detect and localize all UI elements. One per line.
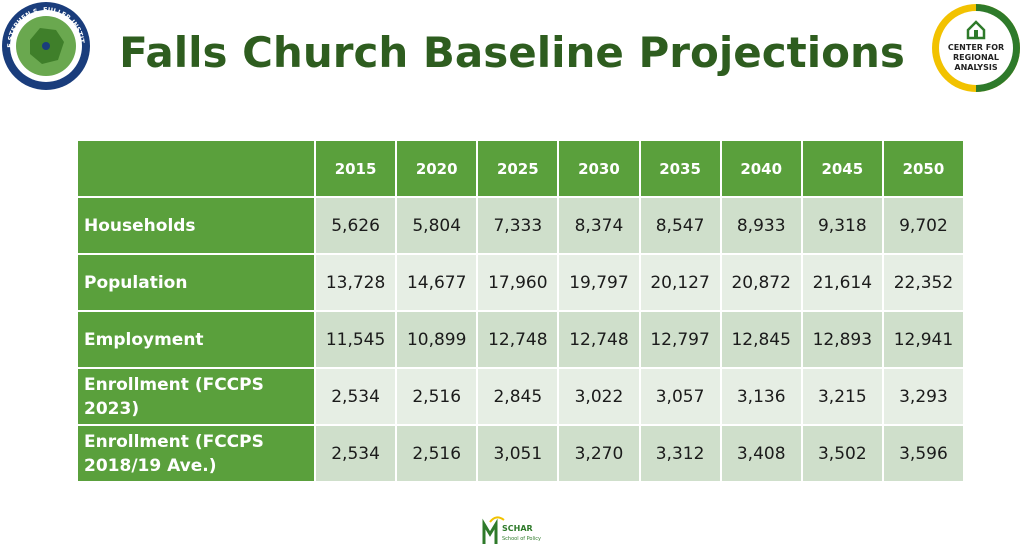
table-header-row: 2015 2020 2025 2030 2035 2040 2045 2050 <box>78 141 963 196</box>
header-cell-year: 2045 <box>802 141 882 196</box>
cra-line3: ANALYSIS <box>954 63 997 72</box>
table-cell: 11,545 <box>316 312 396 367</box>
table-cell: 3,408 <box>721 426 801 481</box>
header-cell-year: 2015 <box>316 141 396 196</box>
table-cell: 3,215 <box>802 369 882 424</box>
table-cell: 14,677 <box>397 255 477 310</box>
table-cell: 3,057 <box>640 369 720 424</box>
table-row: Enrollment (FCCPS 2018/19 Ave.) 2,534 2,… <box>78 426 963 481</box>
table-cell: 2,534 <box>316 369 396 424</box>
table-cell: 20,872 <box>721 255 801 310</box>
table-cell: 12,748 <box>478 312 558 367</box>
cra-line1: CENTER FOR <box>948 43 1004 52</box>
header-cell-year: 2020 <box>397 141 477 196</box>
table-cell: 22,352 <box>883 255 963 310</box>
table-cell: 5,626 <box>316 198 396 253</box>
page-title: Falls Church Baseline Projections <box>119 28 905 77</box>
table-cell: 9,318 <box>802 198 882 253</box>
table-cell: 8,374 <box>559 198 639 253</box>
cra-line2: REGIONAL <box>953 53 999 62</box>
header-cell-year: 2040 <box>721 141 801 196</box>
table-cell: 3,136 <box>721 369 801 424</box>
table-cell: 3,270 <box>559 426 639 481</box>
center-for-regional-analysis-logo: CENTER FOR REGIONAL ANALYSIS <box>932 4 1020 92</box>
header-cell-year: 2025 <box>478 141 558 196</box>
schar-school-logo: SCHAR School of Policy <box>482 516 541 544</box>
header-cell-year: 2030 <box>559 141 639 196</box>
row-label-households: Households <box>78 198 314 253</box>
table-cell: 10,899 <box>397 312 477 367</box>
schar-line1: SCHAR <box>502 524 533 533</box>
table-row: Employment 11,545 10,899 12,748 12,748 1… <box>78 312 963 367</box>
table-cell: 8,933 <box>721 198 801 253</box>
table-cell: 9,702 <box>883 198 963 253</box>
table-cell: 12,748 <box>559 312 639 367</box>
table-cell: 3,022 <box>559 369 639 424</box>
table-row: Population 13,728 14,677 17,960 19,797 2… <box>78 255 963 310</box>
table-cell: 19,797 <box>559 255 639 310</box>
header-cell-year: 2035 <box>640 141 720 196</box>
row-label-employment: Employment <box>78 312 314 367</box>
table-cell: 12,797 <box>640 312 720 367</box>
header-cell-empty <box>78 141 314 196</box>
table-cell: 21,614 <box>802 255 882 310</box>
table-cell: 12,845 <box>721 312 801 367</box>
schar-line2: School of Policy <box>502 536 541 542</box>
table-cell: 3,293 <box>883 369 963 424</box>
table-cell: 3,312 <box>640 426 720 481</box>
table-cell: 20,127 <box>640 255 720 310</box>
table-cell: 13,728 <box>316 255 396 310</box>
row-label-enrollment-2018-19: Enrollment (FCCPS 2018/19 Ave.) <box>78 426 314 481</box>
table-cell: 3,596 <box>883 426 963 481</box>
table-row: Households 5,626 5,804 7,333 8,374 8,547… <box>78 198 963 253</box>
table-cell: 3,502 <box>802 426 882 481</box>
header-cell-year: 2050 <box>883 141 963 196</box>
table-cell: 2,516 <box>397 369 477 424</box>
table-cell: 2,516 <box>397 426 477 481</box>
row-label-population: Population <box>78 255 314 310</box>
table-cell: 8,547 <box>640 198 720 253</box>
table-cell: 3,051 <box>478 426 558 481</box>
projections-table: 2015 2020 2025 2030 2035 2040 2045 2050 … <box>76 139 965 483</box>
table-cell: 17,960 <box>478 255 558 310</box>
table-cell: 7,333 <box>478 198 558 253</box>
fuller-institute-logo: THE STEPHEN S. FULLER INSTITUTE <box>0 0 90 90</box>
table-cell: 2,534 <box>316 426 396 481</box>
table-row: Enrollment (FCCPS 2023) 2,534 2,516 2,84… <box>78 369 963 424</box>
table-cell: 5,804 <box>397 198 477 253</box>
table-cell: 2,845 <box>478 369 558 424</box>
row-label-enrollment-2023: Enrollment (FCCPS 2023) <box>78 369 314 424</box>
table-cell: 12,893 <box>802 312 882 367</box>
table-cell: 12,941 <box>883 312 963 367</box>
